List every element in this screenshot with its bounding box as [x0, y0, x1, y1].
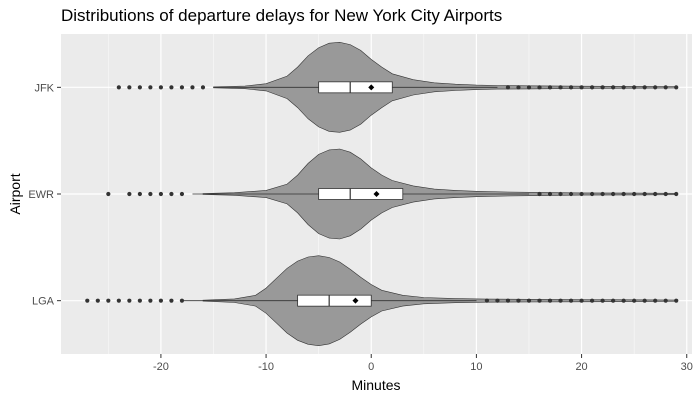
outlier-point [137, 191, 142, 197]
axes: -20 -10 0 10 20 30 JFK EWR LGA [28, 82, 693, 373]
outlier-point [169, 85, 174, 90]
violin-layer [85, 41, 679, 347]
outlier-point [179, 191, 185, 197]
outlier-point [611, 191, 616, 197]
y-axis-title: Airport [7, 173, 23, 214]
outlier-point [568, 298, 574, 303]
outlier-point [621, 191, 626, 197]
outlier-point [127, 85, 132, 90]
outlier-point [674, 298, 679, 303]
outlier-point [642, 85, 647, 90]
outlier-point [190, 85, 195, 90]
outlier-point [600, 298, 605, 303]
outlier-point [148, 85, 153, 90]
outlier-point [158, 85, 164, 90]
outlier-point [674, 85, 679, 90]
outlier-point [200, 85, 206, 90]
outlier-point [85, 298, 90, 303]
outlier-point [663, 85, 668, 90]
outlier-point [516, 85, 521, 90]
x-tick-label: 30 [681, 361, 693, 373]
outlier-point [653, 85, 658, 90]
outlier-point [106, 191, 111, 197]
x-tick-label: 0 [368, 361, 374, 373]
outlier-point [600, 191, 605, 197]
mean-marker [352, 297, 359, 304]
outlier-point [169, 298, 174, 303]
x-tick-label: 20 [575, 361, 587, 373]
outlier-point [547, 85, 553, 90]
outlier-point [579, 298, 584, 303]
outlier-point [526, 298, 532, 303]
outlier-point [642, 191, 647, 197]
chart-title: Distributions of departure delays for Ne… [61, 6, 503, 25]
outlier-point [127, 191, 132, 197]
outlier-point [653, 298, 658, 303]
outlier-point [537, 191, 542, 197]
outlier-point [579, 85, 584, 90]
outlier-point [568, 191, 574, 197]
outlier-point [148, 298, 153, 303]
outlier-point [589, 191, 595, 197]
outlier-point [632, 191, 637, 197]
outlier-point [95, 298, 100, 303]
outlier-point [526, 85, 532, 90]
box-jfk [318, 81, 393, 94]
outlier-point [558, 191, 563, 197]
outlier-point [579, 191, 584, 197]
outlier-point [158, 298, 164, 303]
outlier-point [653, 191, 658, 197]
outlier-point [600, 85, 605, 90]
outlier-point [663, 191, 668, 197]
y-tick-label: LGA [32, 296, 55, 308]
outlier-point [611, 85, 616, 90]
box-lga [297, 294, 372, 307]
outlier-point [148, 191, 153, 197]
mean-marker [373, 191, 380, 197]
outlier-point [621, 298, 626, 303]
outlier-point [537, 85, 542, 90]
mean-marker [368, 84, 375, 91]
outlier-point [516, 298, 521, 303]
outlier-point [137, 85, 142, 90]
outlier-point [568, 85, 574, 90]
outlier-point [158, 191, 164, 197]
y-tick-label: JFK [34, 82, 54, 94]
x-tick-label: -20 [153, 361, 169, 373]
y-tick-label: EWR [28, 189, 54, 201]
outlier-point [547, 298, 553, 303]
outlier-point [632, 85, 637, 90]
outlier-point [621, 85, 626, 90]
outlier-point [179, 298, 185, 303]
outlier-point [611, 298, 616, 303]
x-axis-title: Minutes [351, 377, 400, 393]
outlier-point [116, 85, 121, 90]
box-ewr [318, 188, 404, 200]
outlier-point [179, 85, 185, 90]
outlier-point [537, 298, 542, 303]
outlier-point [674, 191, 679, 197]
x-tick-label: 10 [470, 361, 482, 373]
outlier-point [127, 298, 132, 303]
outlier-point [547, 191, 553, 197]
outlier-point [505, 298, 511, 303]
outlier-point [484, 298, 490, 303]
outlier-point [632, 298, 637, 303]
outlier-point [589, 298, 595, 303]
outlier-point [137, 298, 142, 303]
outlier-point [106, 298, 111, 303]
outlier-point [558, 298, 563, 303]
outlier-point [589, 85, 595, 90]
x-tick-label: -10 [258, 361, 274, 373]
outlier-point [169, 191, 174, 197]
outlier-point [505, 85, 511, 90]
outlier-point [495, 298, 500, 303]
outlier-point [663, 298, 668, 303]
outlier-point [558, 85, 563, 90]
outlier-point [642, 298, 647, 303]
outlier-point [116, 298, 121, 303]
